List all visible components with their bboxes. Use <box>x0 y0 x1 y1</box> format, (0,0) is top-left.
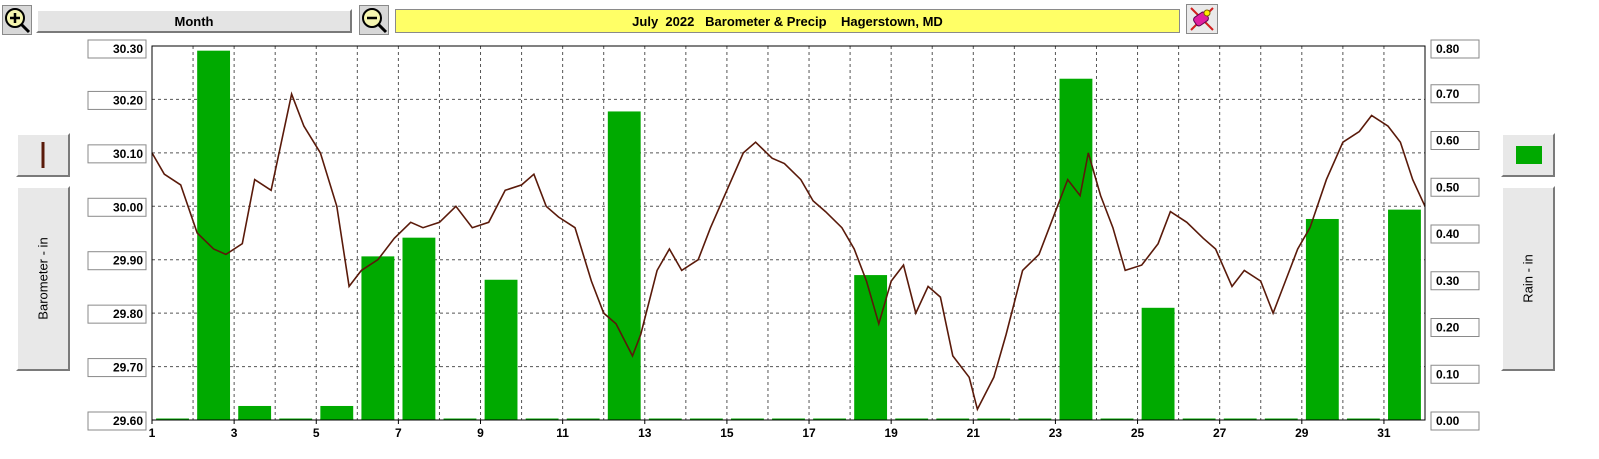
left-tick-label: 29.90 <box>113 254 143 268</box>
period-label: Month <box>174 13 214 29</box>
period-selector[interactable]: Month <box>36 9 352 33</box>
left-tick-label: 30.30 <box>113 42 143 56</box>
left-tick-label: 30.20 <box>113 93 143 107</box>
x-tick-label: 9 <box>477 426 484 440</box>
rain-bar <box>402 237 436 420</box>
right-tick-box <box>1430 411 1480 431</box>
x-tick-label: 29 <box>1295 426 1309 440</box>
magnifier-plus-icon <box>5 8 31 34</box>
rain-bar <box>607 111 641 420</box>
x-tick-label: 17 <box>802 426 816 440</box>
x-axis-ticks: 1 3 5 7 9 11 13 15 17 19 21 23 25 27 29 31 <box>149 420 1391 440</box>
left-tick-label: 30.00 <box>113 200 143 214</box>
left-tick-box <box>87 358 147 378</box>
rain-bar <box>1141 307 1175 420</box>
x-tick-label: 15 <box>720 426 734 440</box>
x-tick-label: 13 <box>638 426 652 440</box>
rain-bar <box>484 279 518 420</box>
barometer-series-toggle[interactable] <box>16 133 70 177</box>
zoom-in-button[interactable] <box>2 5 32 35</box>
x-tick-label: 1 <box>149 426 156 440</box>
x-tick-label: 11 <box>556 426 569 440</box>
rain-bar <box>320 405 354 420</box>
left-tick-box <box>87 411 147 431</box>
rain-bar <box>1059 78 1093 420</box>
rain-bar <box>197 50 231 421</box>
zoom-out-button[interactable] <box>359 5 389 35</box>
right-tick-box <box>1430 39 1480 59</box>
right-tick-box <box>1430 224 1480 244</box>
x-tick-label: 31 <box>1377 426 1391 440</box>
right-tick-box <box>1430 177 1480 197</box>
right-tick-label: 0.70 <box>1436 87 1460 101</box>
magnifier-minus-icon <box>362 8 388 34</box>
rain-bar <box>1388 209 1421 420</box>
clear-button[interactable] <box>1186 4 1218 34</box>
right-tick-label: 0.20 <box>1436 321 1460 335</box>
right-tick-box <box>1430 131 1480 150</box>
left-tick-label: 30.10 <box>113 147 143 161</box>
chart-title: July 2022 Barometer & Precip Hagerstown,… <box>395 9 1180 33</box>
left-tick-box <box>87 251 147 271</box>
rain-bar-swatch-icon <box>1516 146 1542 164</box>
right-tick-label: 0.80 <box>1436 42 1460 56</box>
right-tick-box <box>1430 364 1480 384</box>
right-tick-label: 0.40 <box>1436 227 1460 241</box>
left-axis-ticks: 30.30 30.20 30.10 30.00 29.90 29.80 29.70 29.60 <box>87 39 147 431</box>
right-tick-label: 0.00 <box>1436 414 1460 428</box>
left-tick-label: 29.60 <box>113 414 143 428</box>
left-tick-box <box>87 90 147 110</box>
right-tick-label: 0.10 <box>1436 367 1460 381</box>
x-tick-label: 23 <box>1049 426 1063 440</box>
eraser-icon <box>1190 7 1214 31</box>
left-tick-box <box>87 197 147 217</box>
rain-bar <box>854 275 888 420</box>
rain-bars <box>197 50 1421 421</box>
right-tick-box <box>1430 271 1480 291</box>
left-tick-box <box>87 304 147 324</box>
left-tick-box <box>87 39 147 59</box>
rain-series-toggle[interactable] <box>1501 133 1555 177</box>
x-tick-label: 3 <box>231 426 238 440</box>
x-tick-label: 7 <box>395 426 402 440</box>
rain-bar <box>361 256 395 420</box>
x-tick-label: 21 <box>967 426 981 440</box>
x-tick-label: 19 <box>884 426 898 440</box>
right-axis-ticks: 0.80 0.70 0.60 0.50 0.40 0.30 0.20 0.10 0.00 <box>1430 39 1480 431</box>
barometer-line <box>151 91 1426 412</box>
x-tick-label: 5 <box>313 426 320 440</box>
left-tick-label: 29.80 <box>113 307 143 321</box>
barometer-axis-label: Barometer - in <box>16 186 70 371</box>
right-tick-label: 0.50 <box>1436 180 1460 194</box>
right-tick-label: 0.30 <box>1436 274 1460 288</box>
rain-bar <box>1305 218 1339 420</box>
left-tick-label: 29.70 <box>113 361 143 375</box>
right-tick-box <box>1430 84 1480 104</box>
rain-axis-label: Rain - in <box>1501 186 1555 371</box>
right-tick-box <box>1430 318 1480 337</box>
x-tick-label: 27 <box>1213 426 1227 440</box>
x-tick-label: 25 <box>1131 426 1145 440</box>
left-tick-box <box>87 144 147 164</box>
right-tick-label: 0.60 <box>1436 134 1460 148</box>
plot-frame <box>151 45 1426 421</box>
chart-grid <box>152 46 1425 420</box>
rain-bar <box>238 405 272 420</box>
barometer-line-swatch-icon <box>41 142 45 168</box>
